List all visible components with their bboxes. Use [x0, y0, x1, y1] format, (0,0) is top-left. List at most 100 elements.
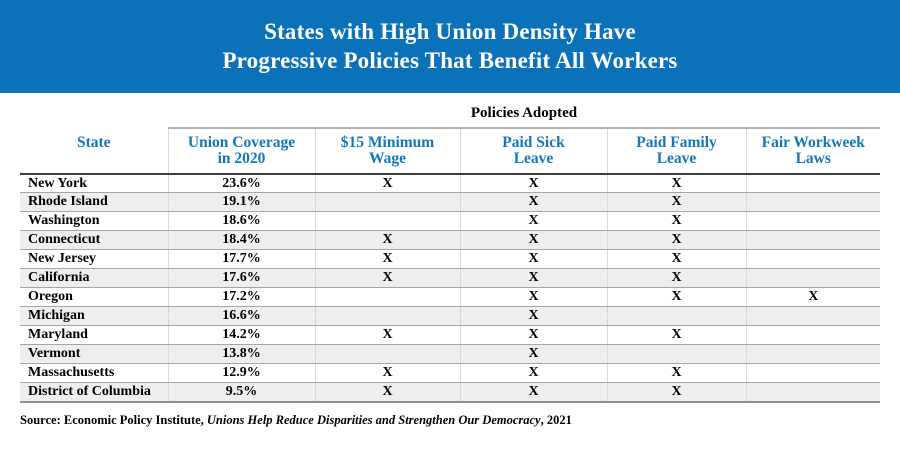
fair-workweek-cell [746, 268, 880, 289]
state-cell: Oregon [20, 287, 169, 308]
paid-sick-leave-cell: X [460, 249, 608, 270]
state-cell: Vermont [20, 344, 169, 365]
table-row: Washington 18.6% X X [20, 211, 880, 232]
state-cell: Washington [20, 211, 169, 232]
union-coverage-cell: 17.2% [168, 287, 316, 308]
figure-body: Policies Adopted State Union Coverage in … [0, 93, 900, 428]
col-header-fair-workweek: Fair Workweek Laws [746, 129, 880, 175]
min-wage-cell: X [315, 173, 461, 194]
table-row: Maryland 14.2% X X X [20, 325, 880, 346]
union-coverage-cell: 17.7% [168, 249, 316, 270]
paid-family-leave-cell: X [607, 287, 747, 308]
table-row: California 17.6% X X X [20, 268, 880, 289]
table-row: Michigan 16.6% X [20, 306, 880, 327]
table-row: Connecticut 18.4% X X X [20, 230, 880, 251]
paid-family-leave-cell: X [607, 249, 747, 270]
table-header: State Union Coverage in 2020 $15 Minimum W… [20, 129, 880, 175]
paid-family-leave-cell: X [607, 192, 747, 213]
table-row: Oregon 17.2% X X X [20, 287, 880, 308]
paid-family-leave-cell: X [607, 268, 747, 289]
paid-family-leave-cell: X [607, 325, 747, 346]
paid-sick-leave-cell: X [460, 306, 608, 327]
table-row: Massachusetts 12.9% X X X [20, 363, 880, 384]
table-row: New York 23.6% X X X [20, 173, 880, 194]
table-row: District of Columbia 9.5% X X X [20, 382, 880, 403]
paid-sick-leave-cell: X [460, 173, 608, 194]
fair-workweek-cell [746, 211, 880, 232]
min-wage-cell [315, 211, 461, 232]
min-wage-cell [315, 306, 461, 327]
paid-sick-leave-cell: X [460, 230, 608, 251]
paid-family-leave-cell: X [607, 363, 747, 384]
paid-family-leave-cell [607, 306, 747, 327]
min-wage-cell: X [315, 249, 461, 270]
col-header-paid-family-leave: Paid Family Leave [607, 129, 747, 175]
fair-workweek-cell [746, 173, 880, 194]
paid-family-leave-cell: X [607, 211, 747, 232]
paid-family-leave-cell [607, 344, 747, 365]
min-wage-cell [315, 192, 461, 213]
policies-adopted-underline: Policies Adopted [168, 93, 880, 129]
fair-workweek-cell [746, 344, 880, 365]
union-coverage-cell: 23.6% [168, 173, 316, 194]
source-line: Source: Economic Policy Institute, Union… [20, 413, 880, 428]
min-wage-cell: X [315, 382, 461, 403]
paid-sick-leave-cell: X [460, 287, 608, 308]
source-prefix: Source: Economic Policy Institute, [20, 412, 207, 427]
title-banner: States with High Union Density Have Prog… [0, 0, 900, 93]
paid-sick-leave-cell: X [460, 192, 608, 213]
min-wage-cell [315, 287, 461, 308]
title-line-1: States with High Union Density Have [264, 18, 636, 44]
col-header-paid-sick-leave: Paid Sick Leave [460, 129, 608, 175]
fair-workweek-cell [746, 192, 880, 213]
state-cell: District of Columbia [20, 382, 169, 403]
paid-family-leave-cell: X [607, 382, 747, 403]
union-density-policy-table: State Union Coverage in 2020 $15 Minimum W… [20, 129, 880, 403]
union-coverage-cell: 19.1% [168, 192, 316, 213]
min-wage-cell: X [315, 363, 461, 384]
min-wage-cell: X [315, 325, 461, 346]
table-row: Rhode Island 19.1% X X [20, 192, 880, 213]
paid-family-leave-cell: X [607, 173, 747, 194]
paid-sick-leave-cell: X [460, 325, 608, 346]
col-header-state: State [20, 129, 169, 175]
fair-workweek-cell [746, 382, 880, 403]
union-coverage-cell: 16.6% [168, 306, 316, 327]
title-line-2: Progressive Policies That Benefit All Wo… [222, 47, 678, 73]
min-wage-cell [315, 344, 461, 365]
header-row: State Union Coverage in 2020 $15 Minimum W… [20, 129, 880, 175]
paid-family-leave-cell: X [607, 230, 747, 251]
state-cell: Maryland [20, 325, 169, 346]
fair-workweek-cell [746, 325, 880, 346]
paid-sick-leave-cell: X [460, 344, 608, 365]
min-wage-cell: X [315, 268, 461, 289]
state-cell: New York [20, 173, 169, 194]
paid-sick-leave-cell: X [460, 268, 608, 289]
policies-adopted-label: Policies Adopted [470, 105, 578, 121]
table-body: New York 23.6% X X X Rhode Island 19.1% X X Washi… [20, 173, 880, 403]
union-coverage-cell: 13.8% [168, 344, 316, 365]
fair-workweek-cell: X [746, 287, 880, 308]
source-work-title: Unions Help Reduce Disparities and Stren… [206, 412, 541, 427]
col-header-union-coverage: Union Coverage in 2020 [168, 129, 316, 175]
source-suffix: , 2021 [540, 412, 572, 427]
paid-sick-leave-cell: X [460, 382, 608, 403]
union-coverage-cell: 17.6% [168, 268, 316, 289]
table-row: New Jersey 17.7% X X X [20, 249, 880, 270]
union-coverage-cell: 18.4% [168, 230, 316, 251]
union-coverage-cell: 12.9% [168, 363, 316, 384]
paid-sick-leave-cell: X [460, 211, 608, 232]
min-wage-cell: X [315, 230, 461, 251]
state-cell: Michigan [20, 306, 169, 327]
state-cell: Massachusetts [20, 363, 169, 384]
fair-workweek-cell [746, 363, 880, 384]
union-coverage-cell: 9.5% [168, 382, 316, 403]
table-row: Vermont 13.8% X [20, 344, 880, 365]
policies-adopted-group-header: Policies Adopted [20, 93, 880, 129]
state-cell: California [20, 268, 169, 289]
col-header-min-wage: $15 Minimum Wage [315, 129, 461, 175]
union-coverage-cell: 14.2% [168, 325, 316, 346]
fair-workweek-cell [746, 306, 880, 327]
union-coverage-cell: 18.6% [168, 211, 316, 232]
